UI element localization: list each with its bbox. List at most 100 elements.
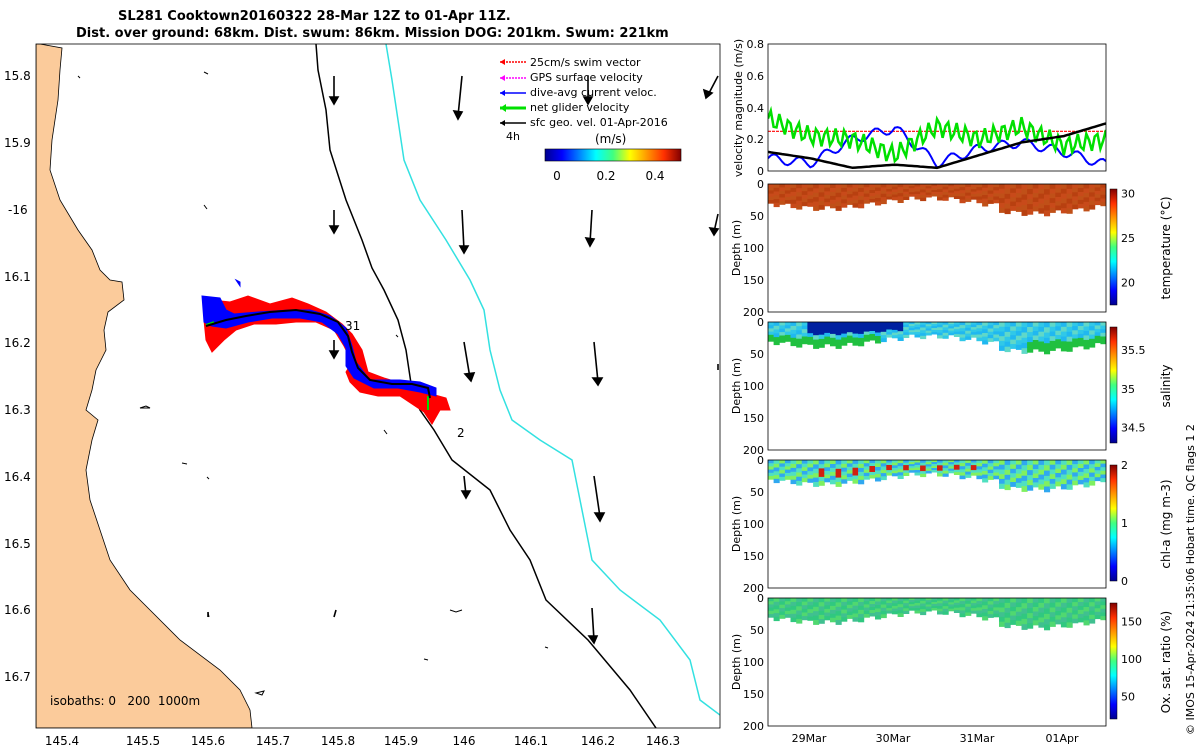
section-cell (779, 328, 786, 333)
section-cell (1015, 335, 1022, 341)
section-cell (768, 476, 775, 480)
section-cell (948, 468, 955, 472)
section-cell (1049, 478, 1056, 485)
section-cell (801, 470, 808, 475)
section-cell (1083, 477, 1090, 483)
section-cell (970, 191, 977, 195)
section-cell (796, 342, 803, 348)
section-cell (886, 605, 893, 609)
section-cell (863, 331, 870, 336)
section-cell (807, 325, 814, 330)
section-cell (813, 339, 820, 345)
legend-4h: 4h (506, 130, 520, 143)
section-cell (914, 186, 921, 190)
section-cell (869, 337, 876, 341)
section-cell (846, 477, 853, 481)
section-cell (841, 333, 848, 338)
section-cell (779, 604, 786, 609)
section-colorbar (1109, 464, 1118, 582)
section-cell (1049, 345, 1056, 351)
section-cell (993, 190, 1000, 194)
section-cell (784, 331, 791, 336)
section-cell (920, 189, 927, 193)
section-cell (835, 344, 842, 349)
section-cell (897, 601, 904, 605)
section-cell (1021, 332, 1028, 339)
section-cell (1094, 477, 1101, 482)
section-cell (790, 460, 797, 465)
section-cell (1077, 464, 1084, 469)
section-cell (1049, 202, 1056, 209)
section-cell (1004, 341, 1011, 348)
section-cell (796, 606, 803, 611)
section-cell (784, 466, 791, 471)
section-cell (1060, 341, 1067, 347)
section-cell (948, 460, 955, 463)
section-cell (908, 600, 915, 603)
section-cell (953, 188, 960, 192)
colorbar-tick-label: 50 (1121, 691, 1135, 704)
section-cell (784, 328, 791, 333)
section-cell (1032, 602, 1039, 608)
section-cell (773, 340, 780, 346)
section-cell (1032, 598, 1039, 603)
section-cell (908, 186, 915, 189)
section-cell (846, 328, 853, 333)
section-cell (1094, 187, 1101, 192)
section-cell (948, 184, 955, 187)
section-cell (875, 198, 882, 202)
section-cell (908, 190, 915, 193)
section-cell (931, 604, 938, 607)
section-cell (1021, 603, 1028, 609)
section-cell (773, 616, 780, 622)
section-cell (891, 465, 898, 469)
section-cell (937, 327, 944, 331)
section-cell (1066, 479, 1073, 485)
section-cell (914, 189, 921, 192)
section-cell (818, 476, 825, 482)
section-cell (841, 199, 848, 204)
colorbar-tick-label: 34.5 (1121, 422, 1146, 435)
section-cell (807, 463, 814, 468)
section-cell (807, 333, 814, 338)
section-cell (931, 190, 938, 193)
section-cell (959, 337, 966, 342)
section-cell (987, 607, 994, 612)
section-cell (891, 470, 898, 474)
section-cell (790, 609, 797, 615)
section-cell (818, 619, 825, 624)
section-cell (818, 184, 825, 189)
section-cell (863, 328, 870, 333)
section-cell (846, 460, 853, 464)
section-cell (835, 606, 842, 612)
section-cell (886, 184, 893, 187)
section-cell (1077, 199, 1084, 205)
section-cell (970, 467, 977, 471)
colorbar-tick-label: 1 (1121, 517, 1128, 530)
section-cell (1072, 188, 1079, 193)
section-cell (903, 324, 910, 328)
section-cell (897, 193, 904, 197)
section-cell (863, 598, 870, 602)
section-cell (897, 331, 904, 335)
section-cell (813, 344, 820, 349)
velocity-series-2 (768, 105, 1106, 164)
section-cell (1015, 326, 1022, 332)
section-cell (1021, 348, 1028, 354)
section-cell (1044, 337, 1051, 344)
section-cell (801, 463, 808, 468)
section-cell (846, 598, 853, 602)
section-cell (1089, 598, 1096, 603)
section-cell (1038, 331, 1045, 338)
section-cell (768, 607, 775, 612)
section-cell (875, 322, 882, 326)
section-cell (796, 614, 803, 620)
section-cell (948, 186, 955, 189)
section-cell (768, 610, 775, 615)
section-cell (1032, 184, 1039, 189)
colorbar-tick-label: 20 (1121, 277, 1135, 290)
section-cell (920, 600, 927, 605)
lon-tick-label: 145.9 (384, 734, 418, 748)
section-cell (779, 470, 786, 474)
section-cell (768, 328, 775, 333)
